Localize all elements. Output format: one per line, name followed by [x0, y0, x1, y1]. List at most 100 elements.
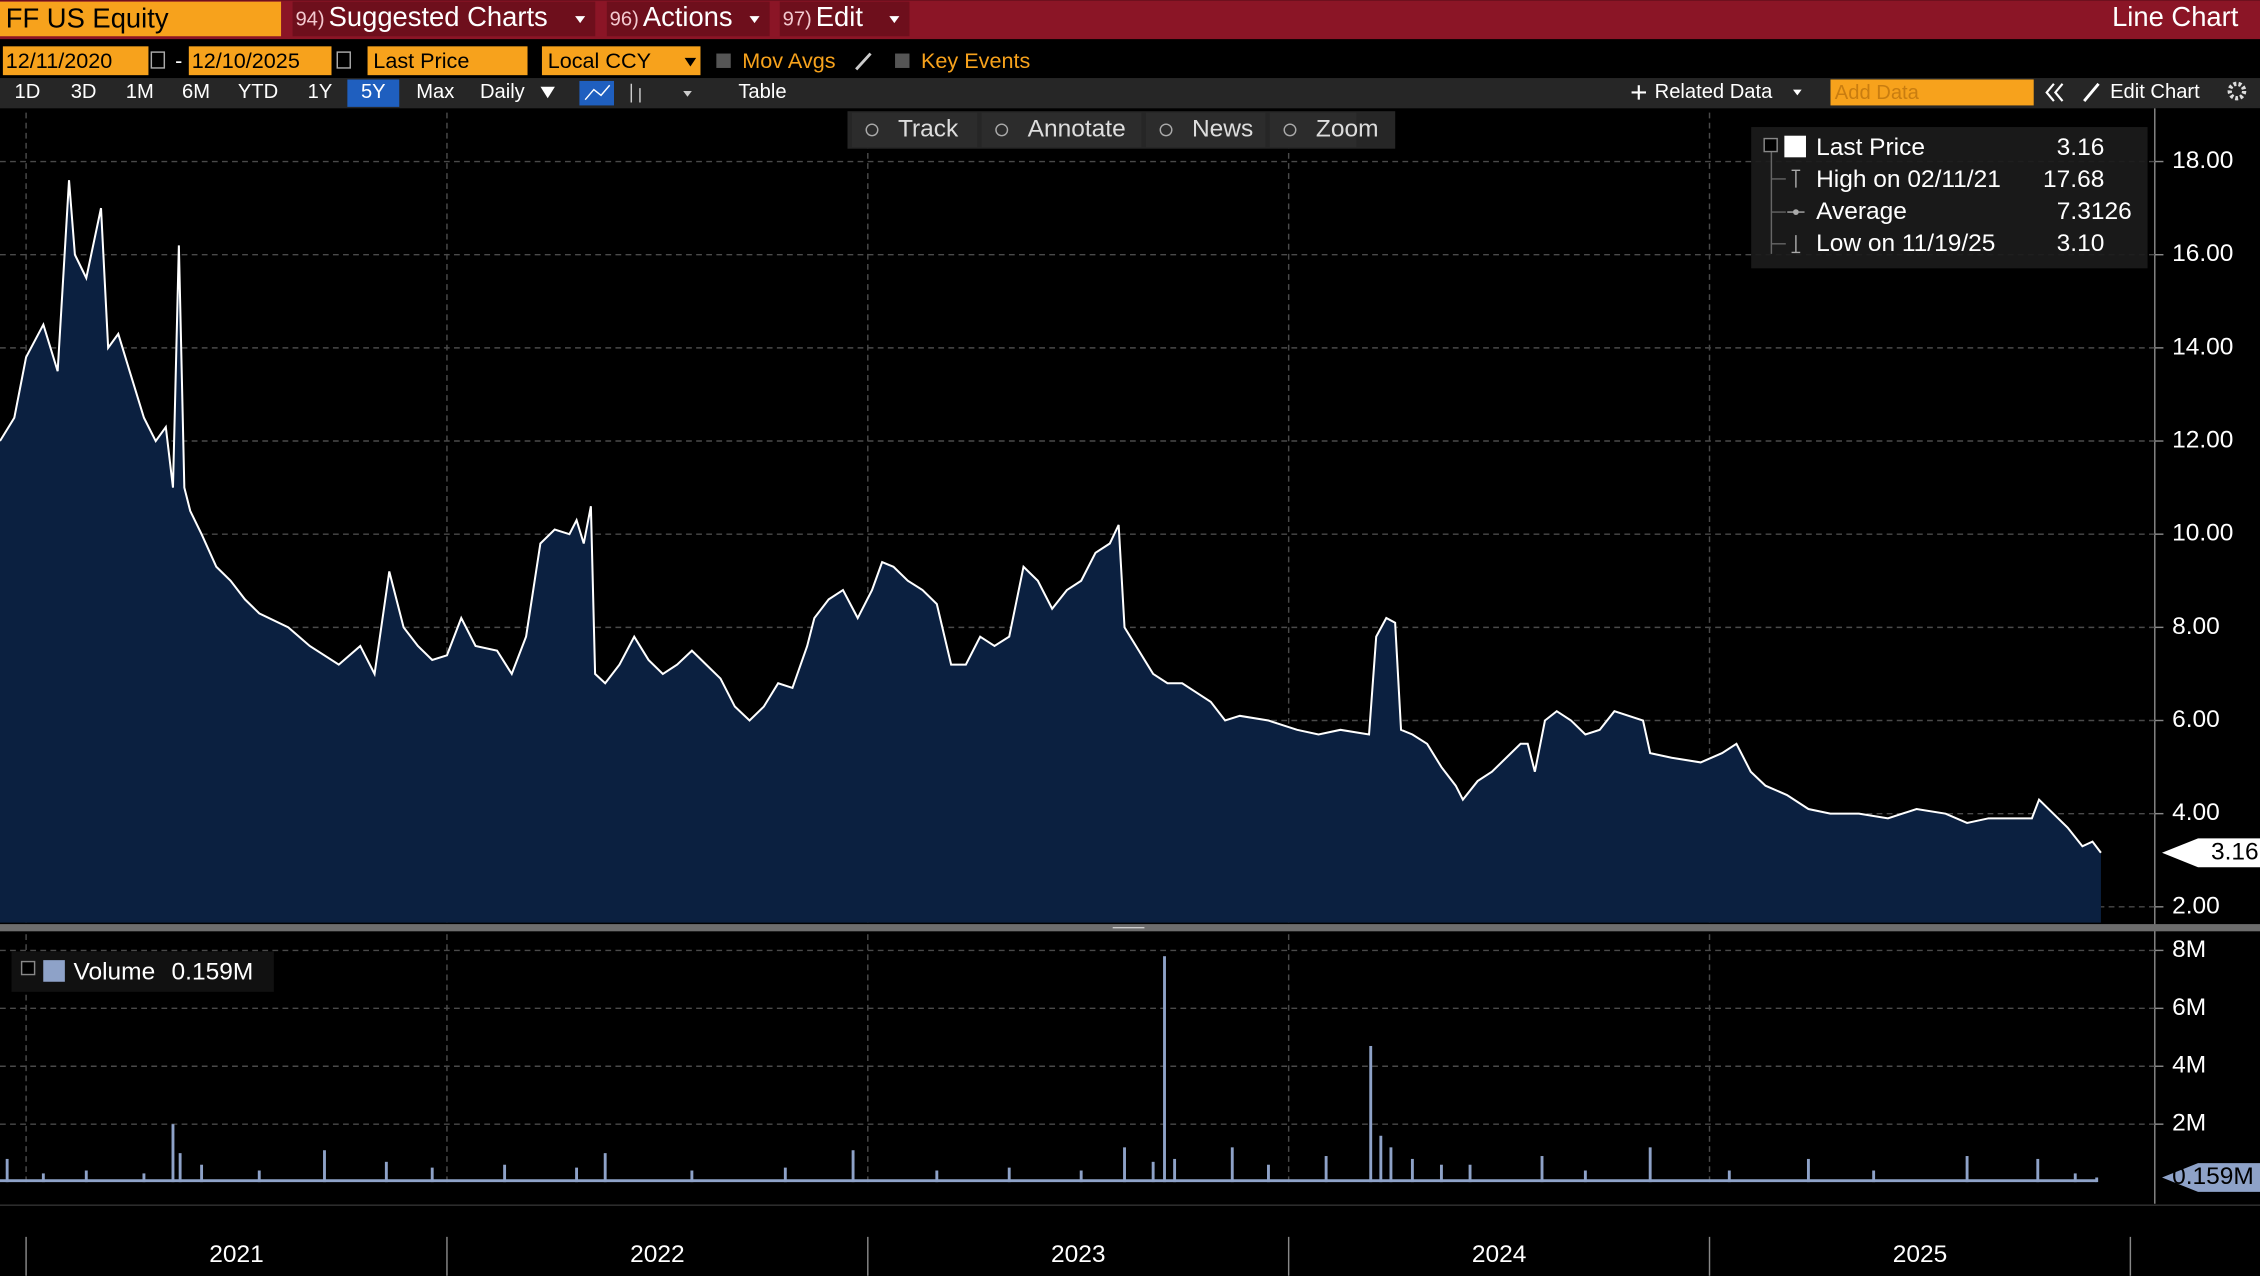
legend-label: Average — [1816, 198, 1907, 225]
tool-button[interactable] — [851, 112, 978, 148]
y-tick-label: 4M — [2172, 1052, 2206, 1079]
y-tick-label: 12.00 — [2172, 426, 2233, 453]
period-button[interactable]: 1M — [126, 81, 154, 103]
period-button[interactable]: Max — [416, 81, 454, 103]
volume-bar — [41, 1173, 45, 1183]
line-icon-button[interactable] — [579, 80, 615, 106]
period-button[interactable]: 1D — [14, 81, 40, 103]
volume-bar — [1648, 1147, 1652, 1183]
checkbox[interactable] — [716, 53, 731, 68]
menu-button[interactable] — [292, 1, 596, 37]
calendar-icon[interactable] — [336, 51, 351, 69]
high-icon — [1791, 169, 1801, 188]
field-box[interactable] — [367, 46, 528, 76]
y-tick-label: 16.00 — [2172, 240, 2233, 267]
tool-icon — [865, 123, 879, 137]
volume-bar — [430, 1167, 434, 1183]
period-button[interactable]: 5Y — [361, 81, 386, 103]
period-buttons: 1D 3D 1M 6M YTD 1Y 5Y Max — [14, 79, 454, 107]
x-tick-label: 2024 — [1472, 1241, 1527, 1268]
table-button[interactable]: Table — [738, 81, 786, 103]
bar-icon[interactable] — [630, 83, 641, 103]
legend-value: 7.3126 — [2057, 198, 2132, 225]
volume-bar — [851, 1150, 855, 1183]
pencil-icon[interactable] — [855, 52, 872, 71]
add-data-box[interactable] — [1830, 79, 2034, 106]
checkbox[interactable] — [895, 53, 910, 68]
collapse-icon[interactable] — [2045, 83, 2064, 102]
add-data-placeholder: Add Data — [1835, 82, 1920, 104]
volume-bar — [84, 1170, 88, 1183]
volume-bar — [1079, 1170, 1083, 1183]
pane: 2M 4M 6M 8M 0.159M 2021 2022 2023 2024 2025 — [0, 934, 2260, 1276]
menu-button[interactable] — [779, 1, 910, 37]
menu-label: Suggested Charts — [329, 1, 548, 32]
x-tick-label: 2021 — [209, 1241, 264, 1268]
price-line — [0, 180, 2102, 854]
volume-bar — [1324, 1156, 1328, 1183]
x-tick-label: 2025 — [1893, 1241, 1948, 1268]
related-data[interactable]: Related Data — [1655, 81, 1773, 103]
period-button[interactable]: 3D — [71, 81, 97, 103]
volume-bar — [384, 1161, 388, 1183]
legend-label: Last Price — [1816, 134, 1925, 161]
period-button[interactable]: 6M — [182, 81, 210, 103]
chart-tools: Track Annotate News Zoom — [847, 111, 1396, 149]
edit-chart[interactable]: Edit Chart — [2110, 81, 2200, 103]
ticker-box[interactable] — [0, 1, 282, 37]
y-tick-label: 8M — [2172, 936, 2206, 963]
tool-icon — [1159, 123, 1173, 137]
dropdown-arrow — [684, 57, 697, 67]
y-tick-label: 2M — [2172, 1110, 2206, 1137]
legend-label: Low on 11/19/25 — [1816, 230, 1995, 257]
volume-legend-label: Volume — [74, 959, 156, 986]
period-selected[interactable] — [347, 79, 400, 107]
tool-button[interactable] — [1145, 112, 1266, 148]
legend-swatch — [43, 960, 65, 982]
x-tick-label: 2023 — [1051, 1241, 1106, 1268]
menu-button[interactable] — [606, 1, 770, 37]
plus-icon — [1631, 85, 1646, 100]
tool-label: News — [1192, 115, 1253, 142]
tool-label: Track — [898, 115, 959, 142]
chart-area: 2.00 4.00 6.00 8.00 10.00 12.00 14.00 16.00 18.0… — [0, 108, 2260, 1276]
period-button[interactable]: YTD — [238, 81, 278, 103]
volume-bar — [1230, 1147, 1234, 1183]
legend-collapse[interactable] — [20, 960, 36, 976]
volume-bar — [1727, 1170, 1731, 1183]
dropdown-arrow — [683, 91, 692, 97]
volume-bar — [1806, 1158, 1810, 1183]
legend-label: High on 02/11/21 — [1816, 166, 2001, 193]
volume-bar — [5, 1158, 9, 1183]
legend-tree — [1770, 138, 1786, 254]
frequency[interactable]: Daily — [480, 81, 526, 103]
menu-label: Edit — [816, 1, 864, 32]
volume-bar — [1173, 1158, 1177, 1183]
dropdown-arrow — [889, 16, 900, 24]
low-icon — [1791, 235, 1801, 254]
y-tick-label: 10.00 — [2172, 520, 2233, 547]
calendar-icon[interactable] — [150, 51, 166, 69]
last-value-label: 3.16 — [2211, 838, 2259, 865]
ticker: FF US Equity — [6, 3, 169, 34]
pencil-icon — [2083, 82, 2100, 103]
currency-box[interactable] — [541, 46, 701, 76]
start-date-box[interactable] — [2, 46, 149, 76]
legend-value: 17.68 — [2043, 166, 2104, 193]
menu-key: 97) — [783, 9, 812, 31]
legend-value: 3.16 — [2057, 134, 2105, 161]
option: Key Events — [921, 48, 1030, 73]
date-separator: - — [175, 48, 182, 73]
menu-key: 94) — [295, 9, 324, 31]
volume-bar — [1439, 1164, 1443, 1183]
volume-bar — [1267, 1164, 1270, 1183]
y-tick-label: 2.00 — [2172, 892, 2220, 919]
end-date-box[interactable] — [188, 46, 332, 76]
line-icon — [584, 84, 611, 101]
legend-collapse[interactable] — [1763, 137, 1778, 153]
legend-box — [1751, 127, 2148, 269]
period-button[interactable]: 1Y — [308, 81, 333, 103]
price-area — [0, 180, 2101, 923]
volume-bar — [2036, 1158, 2040, 1183]
